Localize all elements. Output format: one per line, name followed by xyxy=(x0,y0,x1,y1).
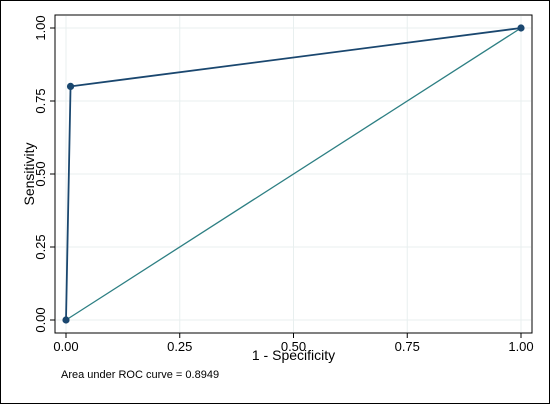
y-axis-title: Sensitivity xyxy=(21,142,37,205)
x-tick-label: 0.75 xyxy=(395,339,420,354)
x-tick-label: 0.25 xyxy=(167,339,192,354)
roc-point xyxy=(62,316,70,324)
x-tick-label: 0.00 xyxy=(53,339,78,354)
x-tick-label: 1.00 xyxy=(508,339,533,354)
roc-point xyxy=(66,82,75,90)
y-tick-label: 0.25 xyxy=(33,234,48,259)
grid-lines xyxy=(56,16,531,332)
series-layer xyxy=(62,24,525,324)
reference-line xyxy=(65,27,522,321)
roc-point xyxy=(517,24,525,32)
x-tick-label: 0.50 xyxy=(281,339,306,354)
y-tick-label: 1.00 xyxy=(33,15,48,40)
auc-note: Area under ROC curve = 0.8949 xyxy=(61,369,219,381)
y-tick-label: 0.50 xyxy=(33,161,48,186)
x-axis-title: 1 - Specificity xyxy=(252,347,335,363)
axes: 0.00 0.00 0.25 0.25 0.50 0.50 0.75 0.75 1.00 1.00 xyxy=(33,15,534,354)
y-tick-label: 0.00 xyxy=(33,307,48,332)
y-tick-label: 0.75 xyxy=(33,88,48,113)
